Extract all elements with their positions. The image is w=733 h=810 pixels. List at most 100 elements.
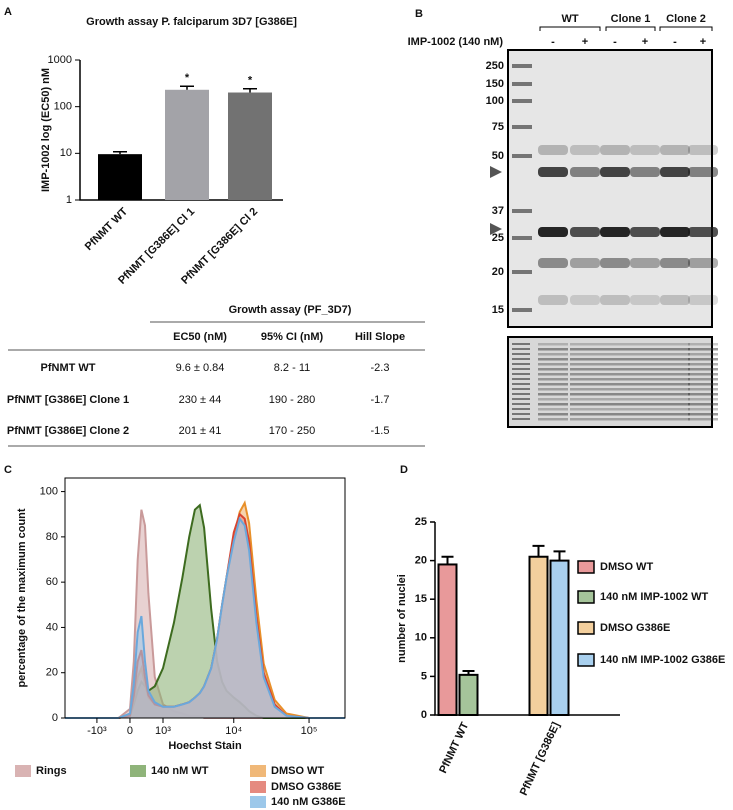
gel-group-bracket — [605, 26, 656, 31]
legend-swatch — [15, 765, 31, 777]
gel-band — [538, 363, 568, 366]
legend-label: DMSO G386E — [600, 622, 670, 634]
legend-swatch — [250, 796, 266, 808]
gel-band — [538, 408, 568, 411]
gel-marker-label: 75 — [492, 121, 504, 133]
gel-band — [600, 145, 630, 155]
table-header: EC50 (nM) — [173, 331, 227, 343]
gel-band — [688, 258, 718, 268]
gel-band — [570, 343, 600, 346]
panel-label: B — [415, 8, 423, 20]
ladder-band — [512, 82, 532, 86]
ladder-band — [512, 125, 532, 129]
ladder-band — [512, 308, 532, 312]
ladder-band — [512, 64, 532, 68]
gel-band — [630, 418, 660, 421]
legend-swatch — [577, 560, 595, 574]
gel-marker-label: 100 — [486, 95, 504, 107]
table-header: 95% CI (nM) — [261, 331, 324, 343]
gel-band — [688, 368, 718, 371]
gel-band — [660, 358, 690, 361]
legend-swatch — [250, 765, 266, 777]
gel-band — [630, 363, 660, 366]
gel-band — [660, 363, 690, 366]
gel-band — [600, 408, 630, 411]
gel-band — [570, 167, 600, 177]
x-tick-label: 0 — [127, 725, 133, 737]
ladder-band — [512, 236, 532, 240]
gel-band — [688, 145, 718, 155]
gel-band — [630, 413, 660, 416]
gel-band — [570, 258, 600, 268]
gel-band — [600, 227, 630, 237]
gel-band — [660, 418, 690, 421]
gel-band — [630, 167, 660, 177]
ladder-band — [512, 358, 530, 360]
bar — [458, 673, 479, 717]
error-bar — [243, 88, 257, 93]
legend-swatch — [577, 621, 595, 635]
gel-band — [660, 343, 690, 346]
x-tick-label: -10³ — [87, 725, 107, 737]
gel-band — [688, 378, 718, 381]
y-tick-label: 60 — [46, 576, 58, 588]
y-tick-label: 10 — [415, 632, 427, 644]
gel-band — [688, 418, 718, 421]
table-cell: 230 ± 44 — [179, 394, 222, 406]
gel-band — [538, 145, 568, 155]
y-axis-label: number of nuclei — [396, 574, 408, 663]
gel-group-label: WT — [561, 13, 578, 25]
gel-band — [660, 167, 690, 177]
gel-band — [570, 363, 600, 366]
gel-band — [600, 388, 630, 391]
loading-gel — [507, 336, 713, 428]
bar — [549, 559, 570, 716]
gel-band — [630, 408, 660, 411]
gel-band — [630, 368, 660, 371]
gel-band — [538, 368, 568, 371]
gel-band — [630, 343, 660, 346]
gel-band — [600, 413, 630, 416]
x-tick-label: 10⁵ — [301, 725, 318, 737]
legend-swatch — [577, 590, 595, 604]
table-header: Hill Slope — [355, 331, 405, 343]
gel-band — [630, 398, 660, 401]
gel-band — [600, 343, 630, 346]
gel-band — [538, 388, 568, 391]
gel-band — [660, 398, 690, 401]
gel-band — [630, 403, 660, 406]
table-cell: 170 - 250 — [269, 425, 315, 437]
gel-band — [538, 413, 568, 416]
error-bar — [180, 85, 194, 90]
gel-band — [600, 373, 630, 376]
y-tick-label: 10 — [60, 147, 72, 159]
gel-band — [630, 373, 660, 376]
gel-band — [570, 418, 600, 421]
gel-band — [688, 227, 718, 237]
gel-band — [570, 145, 600, 155]
bar — [528, 555, 549, 716]
gel-band — [538, 378, 568, 381]
y-tick-label: 20 — [46, 667, 58, 679]
gel-treatment-label: IMP-1002 (140 nM) — [408, 36, 504, 48]
gel-group-label: Clone 2 — [666, 13, 706, 25]
gel-band — [660, 388, 690, 391]
gel-band — [600, 383, 630, 386]
table-cell: 9.6 ± 0.84 — [176, 362, 225, 374]
gel-band — [600, 403, 630, 406]
ladder-band — [512, 353, 530, 355]
panel-label: A — [4, 6, 12, 18]
legend-label: Rings — [36, 765, 67, 777]
gel-band — [538, 348, 568, 351]
gel-band — [600, 353, 630, 356]
legend-label: 140 nM IMP-1002 WT — [600, 591, 708, 603]
gel-band — [538, 353, 568, 356]
table-cell: 190 - 280 — [269, 394, 315, 406]
table-cell: -2.3 — [371, 362, 390, 374]
gel-band — [538, 418, 568, 421]
y-tick-label: 1000 — [48, 54, 72, 66]
gel-band — [630, 353, 660, 356]
gel-band — [630, 383, 660, 386]
gel-band — [570, 403, 600, 406]
